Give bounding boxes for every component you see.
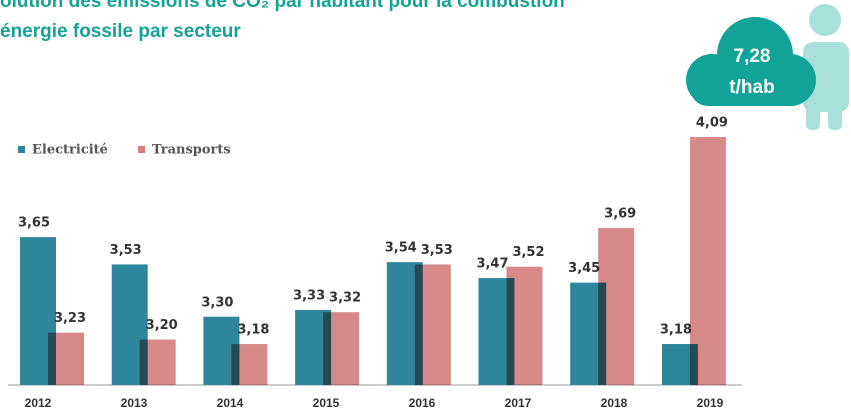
- data-label: 3,45: [568, 261, 600, 276]
- bar: [414, 264, 451, 385]
- legend-swatch: [138, 146, 145, 153]
- data-label: 3,69: [604, 207, 636, 222]
- callout-unit: t/hab: [729, 77, 774, 98]
- x-tick-label: 2012: [25, 396, 52, 410]
- data-label: 3,33: [293, 288, 325, 303]
- bar: [598, 228, 635, 385]
- data-label: 3,23: [54, 311, 86, 326]
- person-icon: [803, 4, 849, 130]
- cloud: [686, 17, 816, 106]
- bar: [231, 344, 268, 385]
- data-label: 4,09: [696, 116, 728, 131]
- bar: [48, 332, 84, 385]
- data-label: 3,18: [660, 323, 692, 338]
- legend-swatch: [18, 146, 25, 153]
- data-label: 3,20: [146, 318, 178, 333]
- x-tick-label: 2017: [505, 396, 532, 410]
- data-label: 3,32: [329, 291, 361, 306]
- x-tick-label: 2019: [697, 396, 724, 410]
- x-tick-label: 2015: [313, 396, 340, 410]
- legend-label: Electricité: [32, 143, 108, 158]
- data-label: 3,54: [385, 241, 417, 256]
- chart-title: énergie fossile par secteur: [0, 21, 241, 42]
- data-label: 3,52: [512, 245, 544, 260]
- bar: [506, 266, 543, 385]
- data-label: 3,53: [110, 243, 142, 258]
- bar: [139, 339, 176, 385]
- x-tick-label: 2013: [121, 396, 148, 410]
- callout-value: 7,28: [734, 46, 771, 67]
- data-label: 3,18: [237, 323, 269, 338]
- bar: [689, 137, 726, 385]
- data-label: 3,53: [421, 243, 453, 258]
- chart-title: olution des émissions de CO₂ par habitan…: [0, 0, 565, 12]
- x-tick-label: 2016: [409, 396, 436, 410]
- legend-label: Transports: [152, 143, 231, 158]
- x-tick-label: 2018: [601, 396, 628, 410]
- data-label: 3,30: [201, 295, 233, 310]
- bar: [323, 312, 360, 385]
- data-label: 3,65: [18, 216, 50, 231]
- x-tick-label: 2014: [217, 396, 244, 410]
- data-label: 3,47: [476, 257, 508, 272]
